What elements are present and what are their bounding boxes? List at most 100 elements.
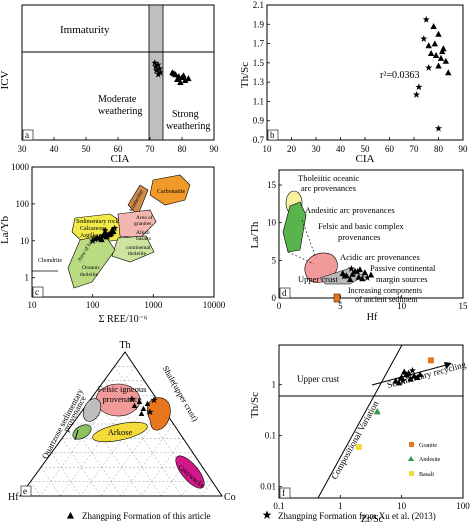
panel-a-xtick-label: 70 (146, 144, 156, 154)
panel-f-compositional-line (317, 344, 403, 499)
panel-c-field-granites (117, 209, 157, 239)
panel-b-point (412, 91, 420, 98)
panel-f-point (427, 357, 434, 364)
panel-c-label-sed-1: Sedimentary rock (76, 219, 119, 225)
panel-b-xtick-label: 50 (361, 144, 371, 154)
panel-f-yticks: 0.01 0.1 1 (260, 380, 282, 492)
panel-f-point (373, 407, 381, 415)
panel-b-r2: r²=0.0363 (380, 70, 419, 81)
panel-c-letter: c (35, 287, 39, 297)
panel-e-apex-right: Co (224, 492, 236, 503)
panel-b-xtick-label: 80 (434, 144, 444, 154)
panel-d-point (361, 269, 369, 276)
panel-c-xtick-label: 10 (28, 300, 38, 310)
panel-d-frame (278, 169, 464, 299)
panel-d-label-tho-1: Tholeiitic oceanic (298, 173, 359, 183)
panel-e-label-felsic-2: provenance (102, 394, 141, 404)
panel-e-letter-box (20, 485, 32, 497)
panel-b-xtick-label: 40 (336, 144, 346, 154)
panel-d-yticks: 0 5 10 15 (267, 180, 282, 303)
panel-b-point (425, 64, 433, 71)
panel-c-label-cont-1: continental (126, 245, 151, 251)
panel-a-strong-2: weathering (166, 121, 210, 132)
panel-d-label-andes: Andesitic arc provenances (305, 205, 395, 215)
panel-d-label-felsic-1: Felsic and basic complex (318, 221, 404, 231)
panel-e-field-gray (82, 398, 102, 422)
legend-item-2: Zhangping Formation from Xu et al. (2013… (278, 511, 436, 521)
panel-d-ylabel: La/Th (249, 221, 261, 248)
panel-b-point (431, 40, 439, 47)
panel-f-xtick-label: 100 (456, 501, 470, 511)
panel-d-dashed-2 (287, 251, 315, 265)
panel-c-label-alkali-2: basalts (136, 236, 151, 242)
panel-a-xtick-label: 50 (82, 144, 92, 154)
panel-f-ylabel: Th/Sc (249, 392, 261, 418)
panel-a-xlabel: CIA (111, 153, 130, 165)
panel-d-label-incr-1: Increasing components (348, 286, 422, 295)
panel-e-field-quartzose (72, 424, 92, 440)
panel-e-grid-line (120, 423, 174, 497)
panel-b-xticks: 10 20 30 40 50 60 70 80 90 (263, 137, 468, 154)
panel-c-frame (31, 166, 215, 298)
panel-b-ytick-label: 0.7 (253, 135, 265, 145)
panel-b-point (425, 42, 432, 49)
panel-e-apex-left: Hf (8, 492, 19, 503)
panel-a-xtick-label: 40 (50, 144, 60, 154)
panel-a-point (180, 72, 187, 79)
panel-f-letter: f (282, 488, 285, 498)
panel-b-ytick-label: 1.1 (253, 96, 264, 106)
panel-b-point (435, 62, 442, 69)
panel-f-legend: Granite Andesite Basalt (408, 442, 441, 478)
panel-c-ytick-label: 1 (25, 273, 30, 283)
panel-a-ylabel: ICV (0, 70, 11, 89)
panel-b-point (445, 69, 452, 76)
panel-b-point (430, 23, 437, 30)
panel-b-xlabel: CIA (356, 153, 375, 165)
panel-a-letter: a (25, 130, 29, 140)
panel-b-ytick-label: 0.9 (253, 116, 265, 126)
panel-d-letter: d (282, 288, 287, 298)
panel-d-label-acidic: Acidic arc provenances (340, 252, 420, 262)
panel-c-label-chondrite: Chondrite (38, 258, 62, 264)
panel-c-ytick-label: 1000 (11, 162, 30, 172)
panel-f-letter-box (279, 487, 291, 499)
panel-f-legend-andesite: Andesite (419, 457, 441, 463)
panel-a-letter-box (22, 129, 34, 141)
panel-f-ytick-label: 0.01 (260, 482, 276, 492)
panel-e-grid-line (201, 481, 213, 497)
panel-f-xticks: 0.1 1 10 100 (273, 495, 470, 511)
panel-b-xtick-label: 10 (263, 144, 273, 154)
panel-d-xtick-label: 10 (397, 301, 407, 311)
panel-b-xtick-label: 60 (385, 144, 395, 154)
panel-e-grid-line (61, 438, 101, 497)
panel-d-ytick-label: 10 (267, 218, 277, 228)
panel-d-ytick-label: 15 (267, 180, 277, 190)
panel-f-ytick-label: 0.1 (265, 431, 276, 441)
panel-e-grid-line (30, 481, 41, 497)
panel-b-point (434, 124, 443, 132)
panel-c-xlabel: Σ REE/10⁻⁶ (99, 314, 148, 325)
panel-f-label-comp: Compositional Variation (329, 399, 381, 481)
panel-d-ytick-label: 0 (272, 293, 277, 303)
panel-c-ytick-label: 10 (20, 236, 30, 246)
panel-a-moderate-2: weathering (98, 106, 142, 117)
panel-a-moderate-1: Moderate (98, 94, 137, 105)
panel-c-xtick-label: 10000 (203, 300, 226, 310)
panel-d-label-tho-2: arc provenances (301, 183, 356, 193)
panel-b: Th/Sc 0.7 0.9 1.1 1.3 1.5 1.7 1.9 2.1 10 20 30 40 5… (239, 0, 468, 165)
panel-b-point (432, 51, 440, 58)
panel-d-xtick-label: 15 (459, 301, 469, 311)
panel-f: Th/Sc Upper crust Compositional Variatio… (249, 344, 470, 525)
panel-d: La/Th Tholeiitic oceanic arc provenances… (249, 169, 469, 323)
panel-d-field-andesitic (282, 201, 307, 253)
panel-b-yticks: 0.7 0.9 1.1 1.3 1.5 1.7 1.9 2.1 (253, 0, 270, 145)
panel-c-xtick-label: 1000 (144, 300, 163, 310)
panel-c-ytick-label: 100 (16, 199, 30, 209)
panel-c-label-alkali-1: Alkali (136, 230, 150, 236)
panel-f-xtick-label: 0.1 (273, 501, 284, 511)
legend-star-marker (262, 510, 272, 519)
panel-a-xtick-label: 30 (18, 144, 28, 154)
panel-c-label-granite-1: Area of (136, 214, 153, 221)
panel-f-legend-andesite-swatch (408, 456, 414, 461)
